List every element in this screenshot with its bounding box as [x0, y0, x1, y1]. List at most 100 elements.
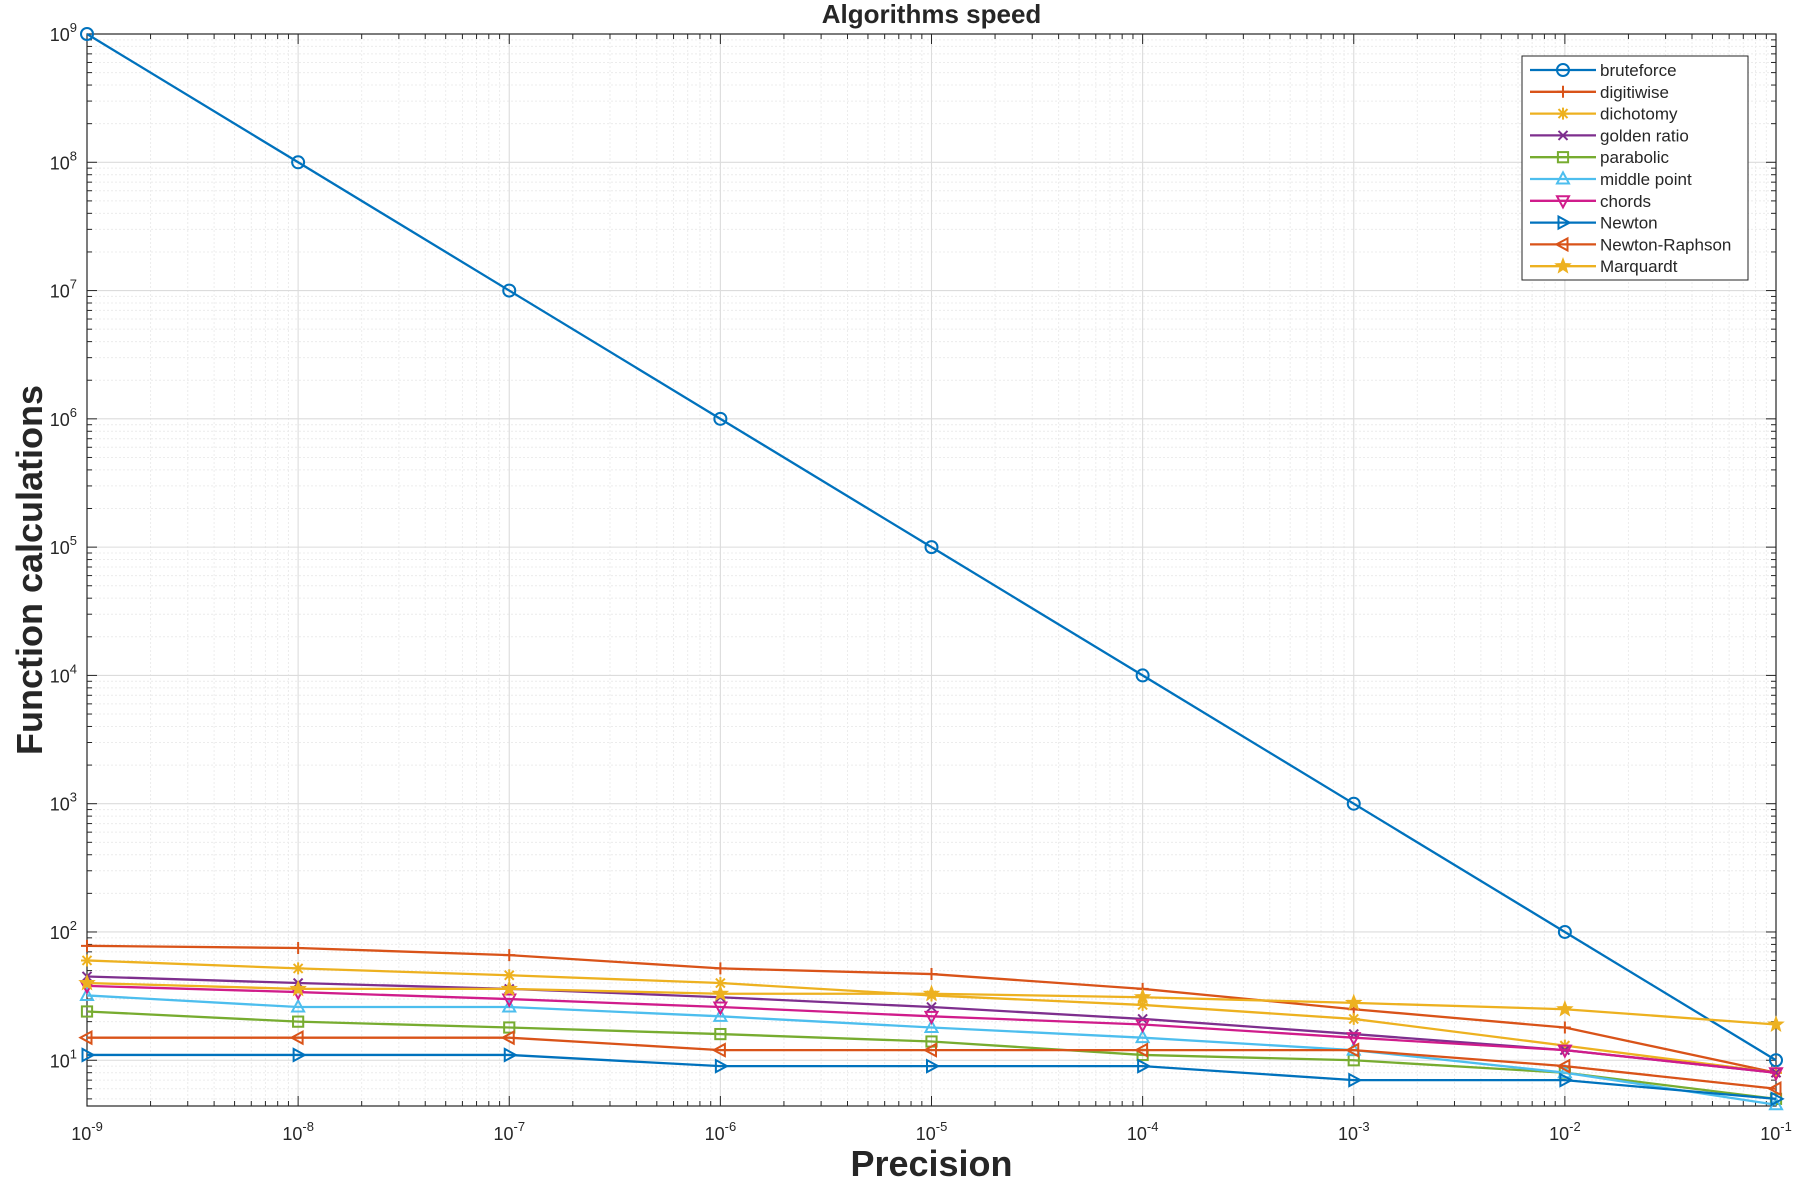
data-point: [81, 1047, 96, 1063]
data-point: [503, 1047, 518, 1063]
data-point: [714, 1058, 730, 1074]
x-tick-label: 10-4: [1127, 1119, 1159, 1144]
legend-label: chords: [1600, 192, 1651, 211]
data-point: [1135, 668, 1150, 683]
y-tick-label: 105: [50, 533, 77, 558]
x-tick-labels: 10-9 10-8 10-7 10-6 10-5 10-4 10-3 10-2 10-1: [71, 1119, 1792, 1144]
legend-label: Newton-Raphson: [1600, 235, 1731, 254]
data-point: [713, 411, 728, 426]
data-point: [289, 1029, 304, 1046]
data-point: [1555, 170, 1571, 185]
data-point: [1557, 924, 1572, 939]
data-point: [1558, 1021, 1571, 1034]
data-point: [80, 27, 94, 41]
data-point: [923, 1018, 940, 1034]
x-tick-label: 10-3: [1338, 1119, 1370, 1144]
axis-ticks: [86, 33, 1777, 1106]
data-point: [1347, 1012, 1360, 1025]
data-point: [292, 942, 305, 955]
x-tick-label: 10-2: [1549, 1119, 1581, 1144]
legend-label: golden ratio: [1600, 126, 1689, 145]
series-bruteforce: [80, 27, 1783, 1068]
data-point: [81, 939, 93, 952]
x-axis-label: Precision: [850, 1143, 1012, 1181]
data-point: [1346, 1032, 1362, 1047]
series-line: [86, 994, 1777, 1106]
data-point: [926, 1058, 941, 1074]
data-point: [1559, 1072, 1574, 1088]
series-newton: [81, 1047, 1785, 1107]
legend-item: parabolic: [1530, 148, 1669, 167]
data-point: [1770, 1091, 1785, 1107]
data-point: [1133, 988, 1152, 1005]
data-point: [1557, 107, 1569, 120]
data-point: [711, 984, 730, 1002]
x-tick-label: 10-1: [1760, 1119, 1792, 1144]
legend-item: Newton-Raphson: [1530, 235, 1731, 254]
data-point: [1556, 151, 1570, 164]
legend-item: dichotomy: [1530, 105, 1678, 124]
legend: bruteforce digitiwise dichotomy golden rati…: [1521, 55, 1749, 281]
data-point: [923, 1010, 940, 1026]
data-point: [1768, 1067, 1784, 1082]
data-point: [1344, 993, 1363, 1011]
legend-item: Newton: [1530, 214, 1658, 233]
data-point: [81, 954, 93, 967]
data-point: [500, 979, 519, 997]
data-point: [922, 984, 941, 1002]
legend-item: bruteforce: [1530, 61, 1677, 80]
x-tick-label: 10-6: [705, 1119, 737, 1144]
data-point: [1554, 236, 1569, 253]
y-tick-label: 102: [50, 918, 77, 943]
series-line: [86, 33, 1777, 1062]
chart-title: Algorithms speed: [822, 0, 1042, 29]
data-point: [1767, 1015, 1785, 1032]
y-tick-label: 101: [50, 1046, 77, 1071]
y-tick-label: 103: [50, 790, 77, 815]
legend-label: parabolic: [1600, 148, 1669, 167]
data-point: [925, 968, 938, 981]
y-tick-label: 106: [50, 405, 77, 430]
y-tick-labels: 101 102 103 104 105 106 107 108 109: [50, 20, 77, 1071]
series-layer: [78, 27, 1785, 1111]
data-point: [503, 1021, 516, 1034]
data-point: [712, 1001, 729, 1016]
legend-label: digitiwise: [1600, 83, 1669, 102]
data-point: [289, 979, 307, 997]
data-point: [292, 1015, 305, 1028]
legend-item: middle point: [1530, 170, 1692, 189]
series-newton-raphson: [78, 1029, 1782, 1097]
data-point: [1556, 63, 1570, 77]
series-line: [86, 1010, 1777, 1101]
major-grid: [87, 34, 1776, 1106]
data-point: [1554, 256, 1572, 274]
data-point: [1134, 1019, 1151, 1034]
series-line: [86, 984, 1777, 1074]
y-tick-label: 109: [50, 20, 77, 45]
data-point: [80, 1005, 94, 1018]
legend-item: chords: [1530, 192, 1651, 211]
data-point: [1133, 1042, 1149, 1058]
x-tick-label: 10-9: [71, 1119, 103, 1144]
legend-label: dichotomy: [1600, 105, 1678, 124]
data-point: [503, 949, 516, 962]
data-point: [290, 998, 306, 1013]
data-point: [501, 993, 517, 1008]
data-point: [1767, 1081, 1782, 1097]
data-point: [501, 998, 517, 1013]
legend-label: Marquardt: [1600, 257, 1678, 276]
data-point: [1556, 999, 1574, 1017]
data-point: [78, 1029, 93, 1046]
data-point: [502, 283, 517, 298]
data-point: [78, 973, 96, 991]
x-tick-label: 10-5: [916, 1119, 948, 1144]
x-tick-label: 10-8: [282, 1119, 314, 1144]
data-point: [1348, 1072, 1363, 1088]
data-point: [1345, 1042, 1360, 1058]
data-point: [291, 155, 306, 170]
legend-item: golden ratio: [1530, 126, 1689, 145]
y-tick-label: 107: [50, 277, 77, 302]
data-point: [714, 977, 727, 990]
legend-label: bruteforce: [1600, 61, 1677, 80]
